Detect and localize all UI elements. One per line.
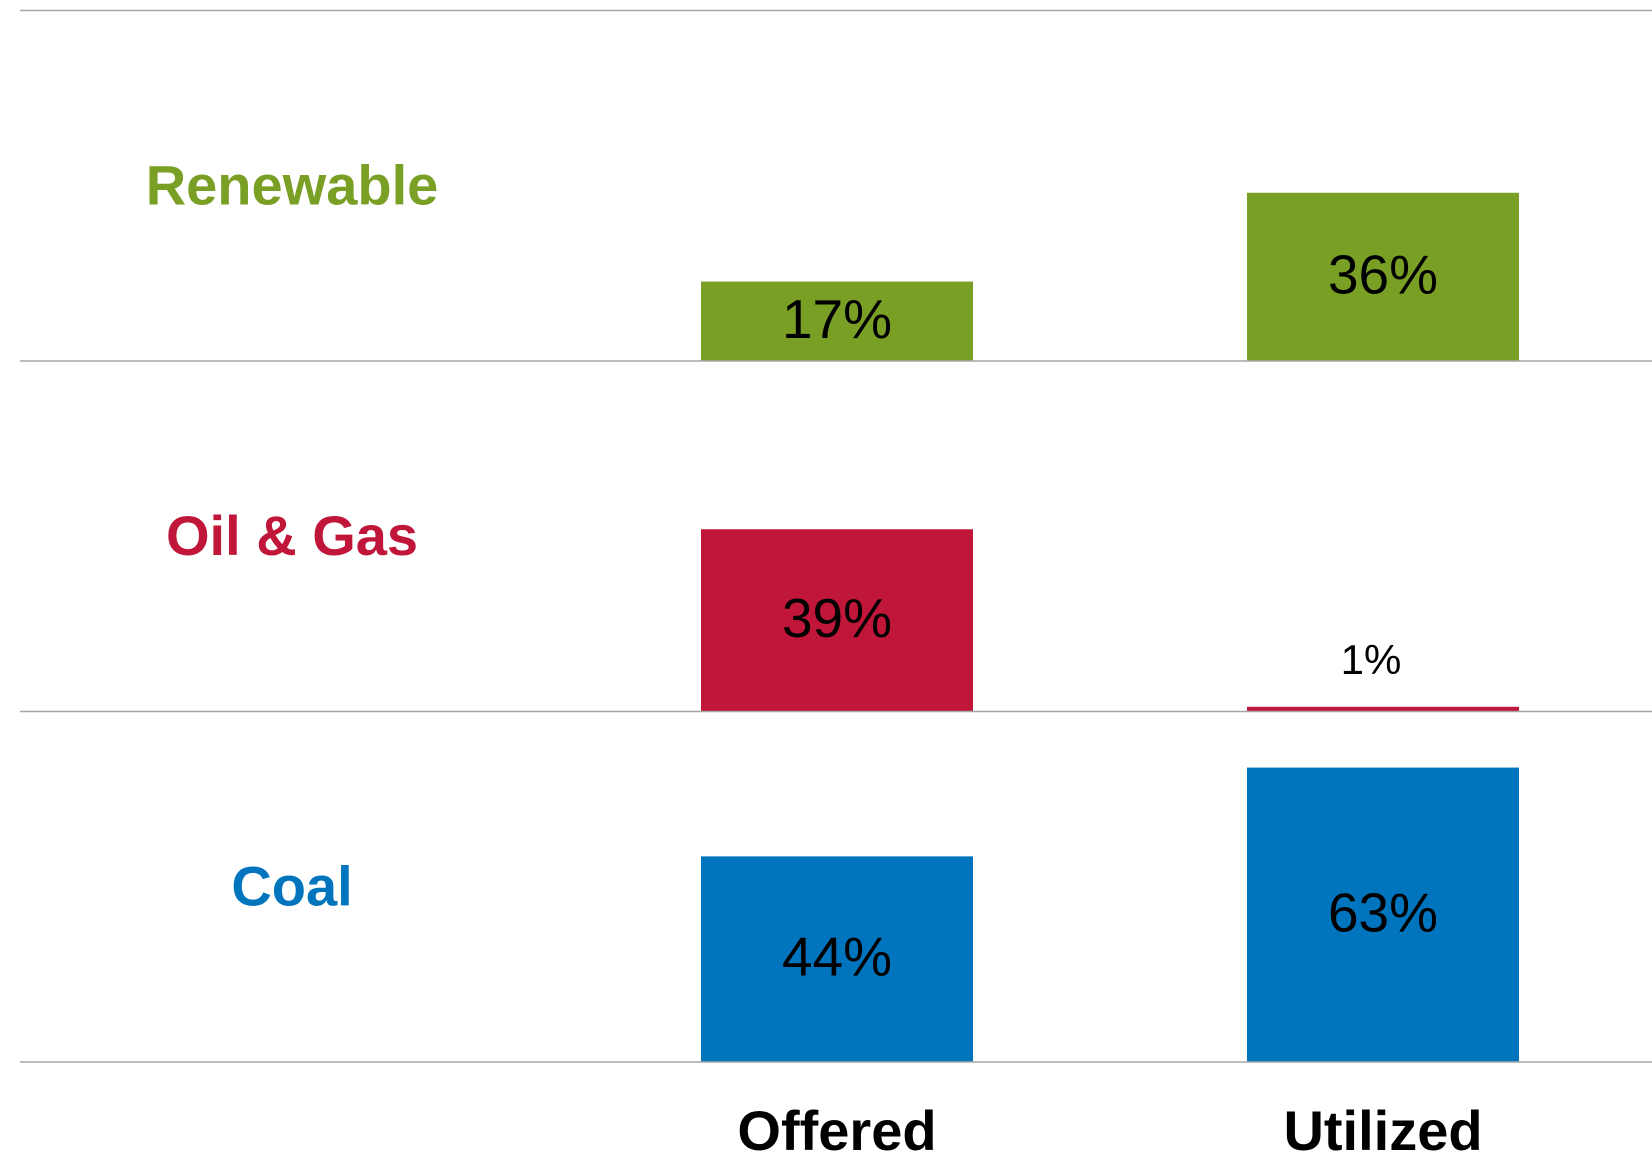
x-tick-label: Offered xyxy=(737,1099,936,1162)
value-label: 1% xyxy=(1341,636,1402,683)
value-label: 17% xyxy=(782,288,892,350)
bar xyxy=(701,281,973,361)
bar xyxy=(701,856,973,1062)
bar xyxy=(1247,767,1519,1062)
value-label: 63% xyxy=(1328,881,1438,943)
value-label: 36% xyxy=(1328,243,1438,305)
panel-label: Coal xyxy=(231,854,352,917)
bar xyxy=(701,529,973,712)
value-label: 44% xyxy=(782,926,892,988)
bar xyxy=(1247,706,1519,712)
x-tick-label: Utilized xyxy=(1283,1099,1482,1162)
panel-label: Oil & Gas xyxy=(166,504,418,567)
value-label: 39% xyxy=(782,587,892,649)
panel-label: Renewable xyxy=(146,153,439,216)
bar xyxy=(1247,192,1519,361)
